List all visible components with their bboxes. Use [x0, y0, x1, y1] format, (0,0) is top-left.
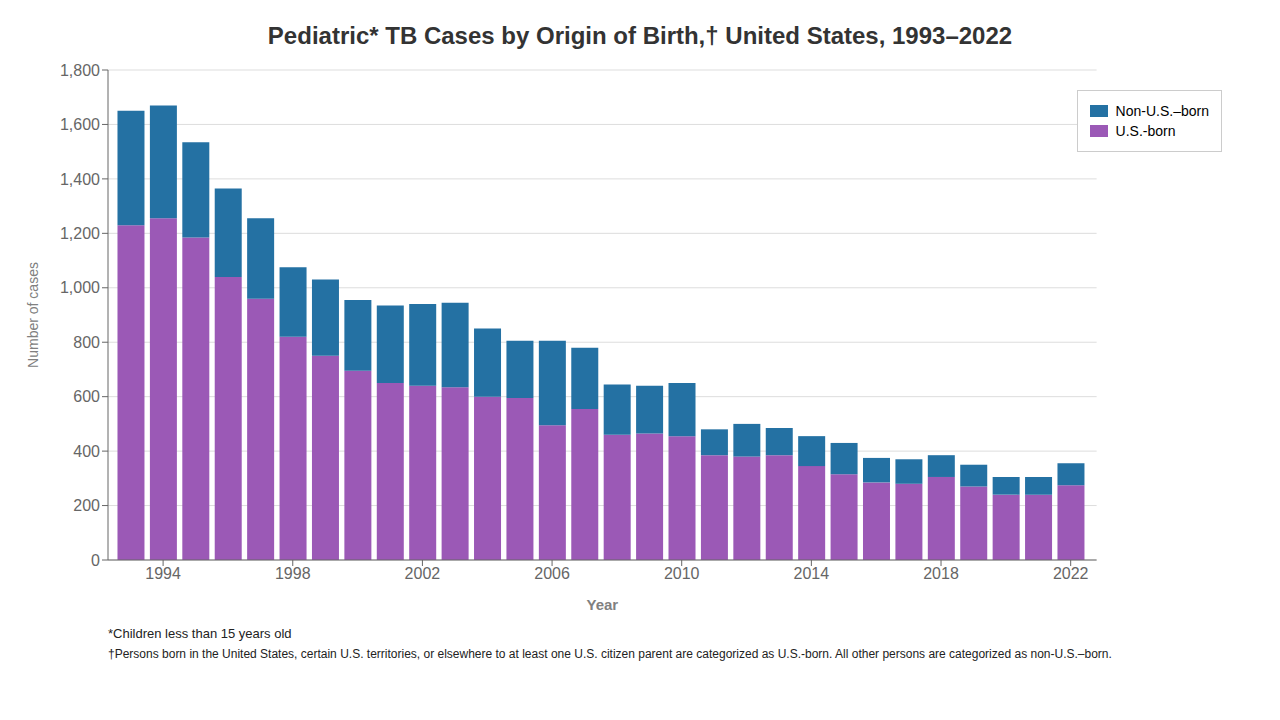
svg-text:600: 600	[73, 388, 100, 405]
html-text:Pediatric* TB Cases by Origin: Pediatric* TB Cases by Origin of Birth,†…	[267, 22, 1013, 49]
html-text:Non-U.S.–born: Non-U.S.–born	[1115, 103, 1209, 119]
svg-text:2014: 2014	[794, 565, 830, 582]
svg-text:1,800: 1,800	[60, 62, 100, 79]
svg-text:2002: 2002	[405, 565, 441, 582]
html-text:*Children less than 15 years o: *Children less than 15 years old	[108, 626, 292, 641]
svg-text:Year: Year	[586, 596, 618, 613]
svg-text:1,200: 1,200	[60, 225, 100, 242]
svg-text:400: 400	[73, 443, 100, 460]
svg-text:2022: 2022	[1053, 565, 1089, 582]
svg-text:800: 800	[73, 334, 100, 351]
svg-text:1,400: 1,400	[60, 171, 100, 188]
html-text:†Persons born in the United St: †Persons born in the United States, cert…	[108, 647, 1112, 661]
svg-text:Number of cases: Number of cases	[25, 262, 41, 368]
html-text:U.S.-born: U.S.-born	[1115, 123, 1176, 139]
svg-text:1994: 1994	[145, 565, 181, 582]
svg-text:2006: 2006	[534, 565, 570, 582]
svg-text:1998: 1998	[275, 565, 311, 582]
svg-text:2018: 2018	[923, 565, 959, 582]
svg-text:1,000: 1,000	[60, 279, 100, 296]
svg-text:200: 200	[73, 497, 100, 514]
svg-text:2010: 2010	[664, 565, 700, 582]
svg-text:0: 0	[91, 552, 100, 569]
svg-text:1,600: 1,600	[60, 116, 100, 133]
